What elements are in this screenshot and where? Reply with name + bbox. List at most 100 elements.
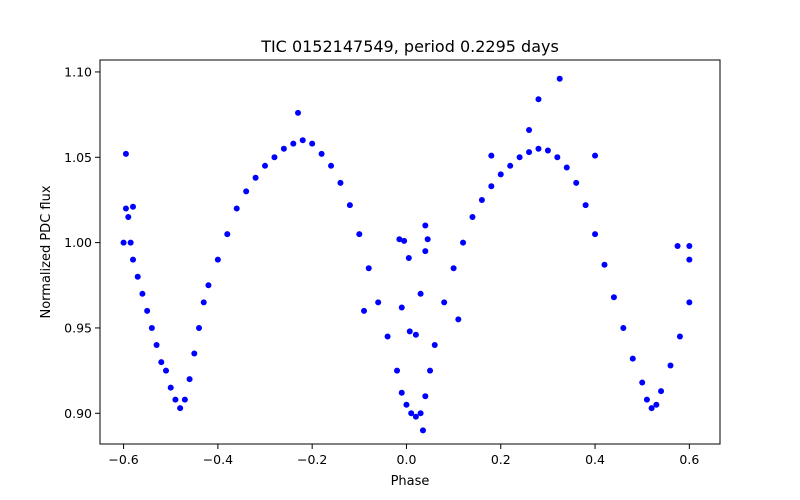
data-point [507, 162, 514, 169]
data-point [167, 384, 174, 391]
data-point [417, 410, 424, 417]
data-point [639, 379, 646, 386]
data-point [417, 290, 424, 297]
data-point [186, 376, 193, 383]
data-point [375, 299, 382, 306]
data-point [127, 239, 134, 246]
data-point [497, 171, 504, 178]
x-tick-label: 0.4 [585, 452, 605, 467]
data-point [686, 243, 693, 250]
data-point [648, 405, 655, 412]
data-point [535, 96, 542, 103]
data-point [556, 75, 563, 82]
data-point [384, 333, 391, 340]
data-points [120, 75, 693, 434]
data-point [130, 256, 136, 263]
data-point [120, 239, 127, 246]
data-point [526, 149, 533, 156]
data-point [563, 164, 570, 171]
y-tick-label: 1.05 [64, 150, 92, 165]
data-point [196, 324, 203, 331]
x-axis: −0.6 −0.4 −0.2 0.0 0.2 0.4 0.6 [108, 444, 699, 467]
data-point [535, 145, 542, 152]
data-point [134, 273, 141, 280]
data-point [422, 393, 429, 400]
data-point [653, 401, 660, 408]
data-point [356, 231, 363, 238]
x-axis-label: Phase [391, 474, 430, 489]
data-point [592, 231, 599, 238]
data-point [419, 427, 426, 434]
data-point [125, 214, 132, 221]
plot-frame [99, 59, 721, 445]
data-point [252, 174, 259, 181]
data-point [686, 299, 693, 306]
data-point [412, 331, 419, 338]
data-point [214, 256, 221, 263]
data-point [153, 342, 160, 349]
data-point [290, 140, 297, 147]
data-point [403, 401, 410, 408]
data-point [412, 413, 419, 420]
data-point [488, 152, 495, 159]
data-point [163, 367, 170, 374]
data-point [422, 248, 429, 255]
data-point [365, 265, 372, 272]
data-point [427, 367, 434, 374]
data-point [554, 154, 561, 161]
data-point [686, 256, 693, 263]
data-point [592, 152, 599, 159]
data-point [139, 290, 146, 297]
data-point [455, 316, 462, 323]
data-point [233, 205, 240, 212]
data-point [271, 154, 278, 161]
x-tick-label: 0.0 [397, 452, 417, 467]
y-tick-label: 1.00 [64, 235, 92, 250]
data-point [309, 140, 316, 147]
data-point [629, 355, 636, 362]
data-point [295, 109, 302, 116]
data-point [601, 261, 608, 268]
data-point [191, 350, 198, 357]
data-point [361, 307, 368, 314]
data-point [582, 202, 589, 209]
data-point [200, 299, 207, 306]
data-point [181, 396, 188, 403]
data-point [346, 202, 353, 209]
data-point [469, 214, 476, 221]
x-tick-label: −0.2 [297, 452, 327, 467]
x-tick-label: 0.6 [679, 452, 699, 467]
data-point [148, 324, 155, 331]
data-point [658, 388, 665, 395]
data-point [667, 362, 674, 369]
data-point [394, 367, 401, 374]
y-tick-label: 1.10 [64, 64, 92, 79]
data-point [144, 307, 151, 314]
data-point [328, 162, 335, 169]
data-point [516, 154, 523, 161]
data-point [398, 389, 405, 396]
data-point [674, 243, 681, 250]
data-point [337, 179, 344, 186]
data-point [488, 183, 495, 190]
data-point [299, 137, 306, 144]
data-point [172, 396, 179, 403]
data-point [544, 147, 551, 154]
data-point [610, 294, 617, 301]
data-point [676, 333, 683, 340]
data-point [158, 359, 165, 366]
x-tick-label: 0.2 [491, 452, 511, 467]
data-point [396, 236, 403, 243]
chart-title: TIC 0152147549, period 0.2295 days [260, 37, 559, 56]
data-point [122, 205, 129, 212]
data-point [441, 299, 448, 306]
data-point [405, 254, 412, 261]
data-point [431, 342, 438, 349]
data-point [460, 239, 467, 246]
data-point [573, 179, 580, 186]
data-point [408, 410, 415, 417]
data-point [422, 222, 429, 229]
data-point [424, 236, 431, 243]
data-point [401, 237, 408, 244]
